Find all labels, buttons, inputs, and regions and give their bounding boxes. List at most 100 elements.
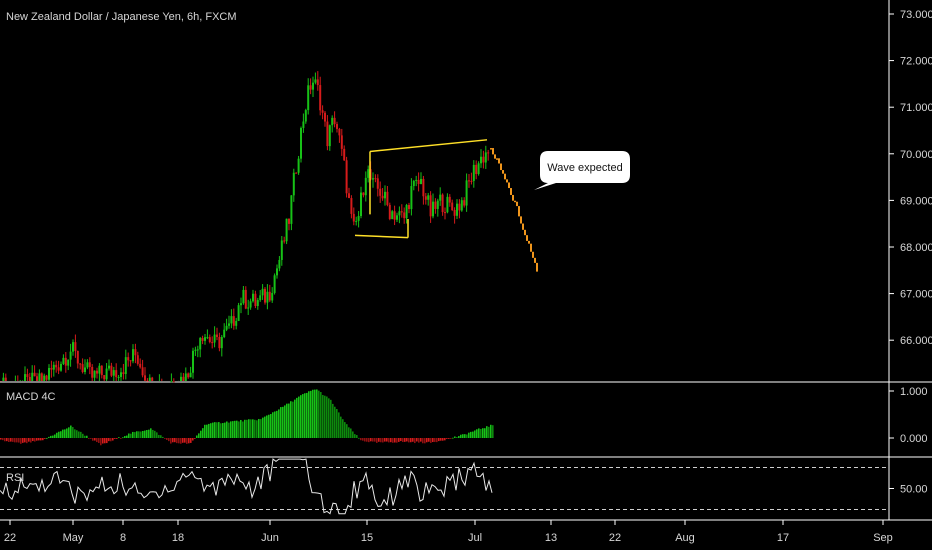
candle-body: [36, 376, 38, 381]
macd-bar: [448, 438, 450, 439]
candle-body: [237, 305, 240, 321]
candle-body: [470, 180, 473, 182]
candle-body: [352, 213, 355, 222]
time-tick-label: Aug: [675, 532, 695, 544]
macd-bar: [64, 429, 66, 438]
candle-body: [139, 363, 142, 368]
macd-bar: [146, 430, 148, 438]
macd-bar: [344, 422, 346, 438]
macd-bar: [472, 431, 474, 438]
macd-bar: [230, 421, 232, 438]
projection-candle: [528, 240, 530, 244]
candle-body: [472, 164, 475, 181]
candle-body: [72, 342, 74, 352]
time-tick-label: Sep: [873, 532, 893, 544]
candle-body: [357, 216, 360, 221]
candle-body: [268, 291, 271, 301]
macd-bar: [190, 438, 192, 443]
macd-bar: [364, 438, 366, 442]
macd-bar: [492, 425, 494, 438]
candle-body: [482, 156, 485, 163]
projection-candle: [532, 251, 534, 258]
macd-bar: [478, 428, 480, 438]
macd-bar: [480, 428, 482, 438]
candle-body: [441, 194, 444, 213]
candle-body: [117, 376, 120, 378]
candle-body: [115, 370, 118, 378]
price-tick-label: 66.000: [900, 335, 932, 347]
macd-bar: [454, 436, 456, 438]
macd-bar: [406, 438, 408, 442]
macd-bar: [130, 433, 132, 438]
price-tick-label: 68.000: [900, 242, 932, 254]
candle-body: [458, 203, 461, 211]
rsi-panel-title: RSI: [6, 472, 24, 484]
candle-body: [288, 218, 290, 224]
candle-body: [242, 289, 245, 304]
macd-bar: [54, 434, 56, 438]
candle-body: [172, 381, 175, 383]
macd-bar: [164, 438, 166, 439]
macd-bar: [262, 417, 264, 438]
candle-body: [432, 201, 434, 217]
candle-body: [372, 178, 374, 180]
projection-candle: [516, 201, 518, 207]
macd-bar: [462, 434, 464, 438]
macd-bar: [170, 438, 172, 444]
rsi-line: [0, 458, 493, 515]
projection-candle: [492, 148, 494, 155]
macd-bar: [124, 436, 126, 438]
macd-bar: [40, 438, 42, 441]
price-tick-label: 70.000: [900, 149, 932, 161]
macd-bar: [52, 435, 54, 438]
macd-bar: [340, 416, 342, 438]
macd-bar: [14, 438, 16, 443]
candle-body: [480, 156, 482, 164]
candle-body: [460, 200, 463, 211]
macd-bar: [388, 438, 390, 443]
candle-body: [391, 211, 394, 220]
candle-body: [136, 355, 139, 364]
macd-bar: [68, 427, 70, 438]
candle-body: [244, 289, 247, 309]
time-tick-label: May: [63, 532, 84, 544]
macd-bar: [188, 438, 190, 444]
candle-body: [64, 357, 67, 366]
macd-bar: [310, 390, 312, 438]
candle-body: [444, 212, 446, 214]
macd-bar: [306, 392, 308, 438]
macd-bar: [162, 436, 164, 438]
candle-body: [235, 320, 238, 326]
price-tick-label: 69.000: [900, 195, 932, 207]
candle-body: [110, 365, 113, 376]
candle-body: [384, 191, 386, 199]
candle-body: [189, 372, 192, 378]
candle-body: [297, 158, 300, 173]
candle-body: [213, 334, 216, 343]
candle-body: [194, 349, 197, 351]
macd-bar: [160, 435, 162, 438]
macd-bar: [284, 405, 286, 438]
macd-bar: [456, 437, 458, 438]
candle-body: [410, 186, 413, 210]
macd-bar: [442, 438, 444, 441]
candle-body: [201, 338, 204, 341]
candle-body: [283, 240, 286, 242]
macd-bar: [396, 438, 398, 443]
chart-title: New Zealand Dollar / Japanese Yen, 6h, F…: [6, 11, 237, 23]
projection-candle: [514, 200, 516, 203]
macd-bar: [140, 431, 142, 438]
macd-bar: [474, 430, 476, 438]
candle-body: [76, 350, 79, 364]
candle-body: [326, 121, 329, 147]
macd-bar: [136, 431, 138, 438]
projection-candle: [524, 229, 526, 236]
candle-body: [302, 121, 305, 128]
macd-bar: [458, 436, 460, 438]
candle-body: [124, 357, 127, 374]
candle-body: [146, 380, 149, 382]
candle-body: [400, 211, 403, 213]
macd-bar: [42, 438, 44, 441]
candle-body: [345, 160, 348, 194]
macd-bar: [332, 403, 334, 438]
